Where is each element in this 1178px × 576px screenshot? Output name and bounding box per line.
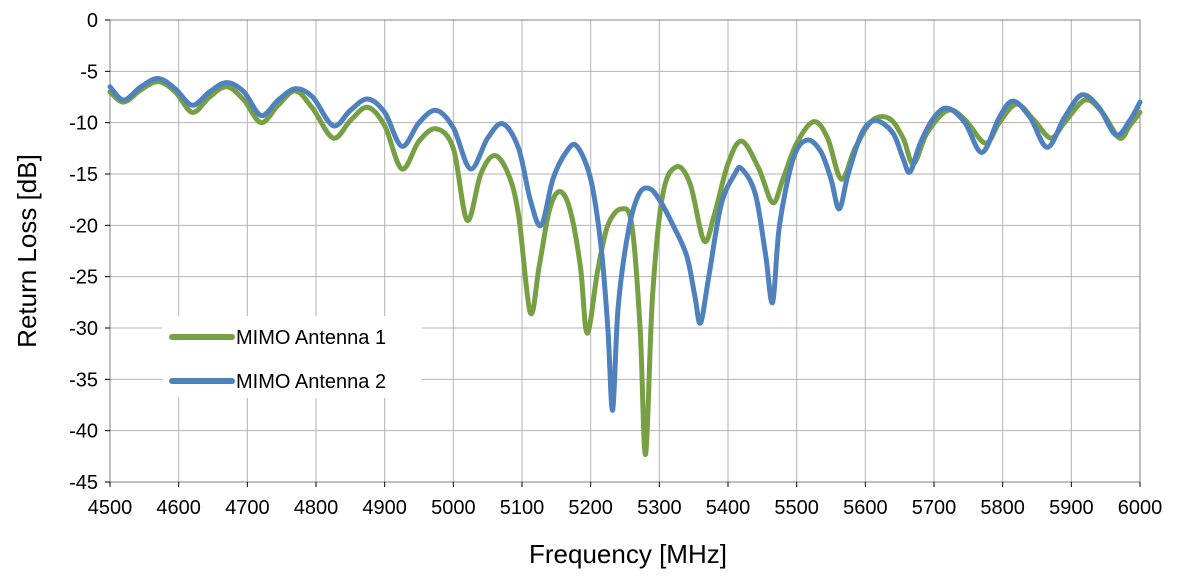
x-axis-title: Frequency [MHz] [529, 539, 727, 569]
y-tick-label: -40 [69, 421, 98, 443]
y-tick-label: -20 [69, 215, 98, 237]
series-line-antenna-1 [107, 79, 1143, 457]
plot-area-frame [109, 19, 1141, 483]
y-axis-title: Return Loss [dB] [12, 154, 42, 348]
legend-label-antenna-1: MIMO Antenna 1 [236, 327, 386, 349]
gridlines [109, 19, 1141, 483]
x-tick-label: 6000 [1118, 497, 1163, 519]
legend-label-antenna-2: MIMO Antenna 2 [236, 371, 386, 393]
y-tick-label: -35 [69, 369, 98, 391]
x-tick-label: 5100 [500, 497, 545, 519]
y-tick-label: -30 [69, 318, 98, 340]
x-tick-label: 5500 [774, 497, 819, 519]
x-tick-label: 5200 [568, 497, 613, 519]
x-axis-ticks: 4500 4600 4700 4800 4900 5000 5100 5200 5300 5400… [88, 482, 1163, 519]
x-tick-label: 5700 [912, 497, 957, 519]
series-line-antenna-2 [107, 76, 1143, 413]
y-tick-label: 0 [87, 10, 98, 32]
x-tick-label: 5300 [637, 497, 682, 519]
y-tick-label: -25 [69, 267, 98, 289]
y-tick-label: -5 [80, 61, 98, 83]
y-tick-label: -45 [69, 472, 98, 494]
legend-background [162, 316, 422, 398]
y-axis-ticks: 0 -5 -10 -15 -20 -25 -30 -35 -40 -45 [69, 10, 110, 494]
x-tick-label: 5400 [706, 497, 751, 519]
x-tick-label: 4900 [362, 497, 407, 519]
series-lines [107, 76, 1143, 457]
legend: MIMO Antenna 1 MIMO Antenna 2 [162, 316, 422, 398]
x-tick-label: 5600 [843, 497, 888, 519]
x-tick-label: 4500 [88, 497, 133, 519]
y-tick-label: -10 [69, 113, 98, 135]
y-tick-label: -15 [69, 164, 98, 186]
x-tick-label: 4600 [156, 497, 201, 519]
x-tick-label: 4800 [294, 497, 339, 519]
x-tick-label: 5000 [431, 497, 476, 519]
x-tick-label: 5900 [1049, 497, 1094, 519]
x-tick-label: 5800 [980, 497, 1025, 519]
x-tick-label: 4700 [225, 497, 270, 519]
